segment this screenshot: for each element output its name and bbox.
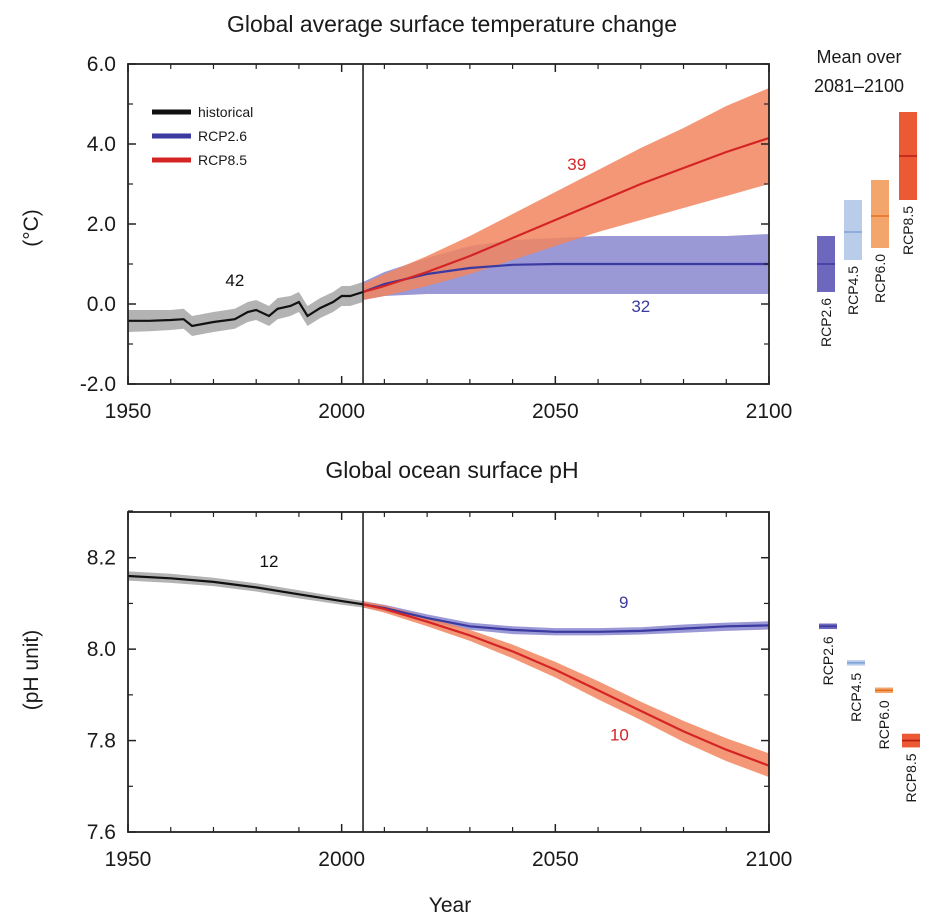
ph-x-tick-label: 2050 bbox=[532, 848, 579, 871]
ph-annotation: 9 bbox=[619, 593, 628, 612]
ph-y-tick-label: 7.8 bbox=[87, 730, 116, 753]
temperature-title: Global average surface temperature chang… bbox=[227, 11, 677, 37]
ph-side-label-rcp85: RCP8.5 bbox=[903, 753, 919, 802]
temperature-side-label-rcp85: RCP8.5 bbox=[900, 206, 916, 255]
ph-line-historical bbox=[127, 574, 364, 606]
temperature-line-historical bbox=[128, 290, 364, 328]
temperature-panel: Global average surface temperature chang… bbox=[20, 11, 917, 423]
ph-line-rcp26 bbox=[362, 603, 770, 633]
ph-band-rcp26 bbox=[363, 601, 769, 636]
temperature-x-tick-label: 2050 bbox=[532, 400, 579, 423]
temperature-line-rcp85 bbox=[362, 136, 770, 294]
temperature-x-tick-label: 1950 bbox=[105, 400, 152, 423]
temperature-y-tick-label: -2.0 bbox=[80, 373, 116, 396]
ph-y-tick-label: 7.6 bbox=[87, 821, 116, 844]
temperature-band-historical bbox=[128, 282, 363, 336]
temperature-x-tick-label: 2100 bbox=[746, 400, 793, 423]
ph-side-label-rcp60: RCP6.0 bbox=[876, 700, 892, 749]
ph-x-tick-label: 2000 bbox=[318, 848, 365, 871]
temperature-y-tick-label: 0.0 bbox=[87, 293, 116, 316]
temperature-band-rcp85 bbox=[363, 88, 769, 300]
temperature-side-label-rcp60: RCP6.0 bbox=[872, 254, 888, 303]
ph-y-tick-label: 8.2 bbox=[87, 547, 116, 570]
temperature-annotation: 42 bbox=[225, 271, 244, 290]
temperature-annotation: 39 bbox=[567, 155, 586, 174]
side-panel-title: Mean over bbox=[816, 47, 901, 67]
ph-x-tick-label: 2100 bbox=[746, 848, 793, 871]
ph-x-label: Year bbox=[429, 894, 471, 917]
temperature-y-tick-label: 4.0 bbox=[87, 133, 116, 156]
temperature-y-tick-label: 6.0 bbox=[87, 53, 116, 76]
temperature-x-tick-label: 2000 bbox=[318, 400, 365, 423]
ph-y-tick-label: 8.0 bbox=[87, 638, 116, 661]
ph-line-rcp85 bbox=[362, 603, 770, 767]
temperature-side-label-rcp26: RCP2.6 bbox=[818, 298, 834, 347]
temperature-side-box-rcp60 bbox=[871, 180, 889, 248]
legend-label-rcp85: RCP8.5 bbox=[198, 152, 247, 168]
ph-band-rcp85 bbox=[363, 601, 769, 778]
side-panel-title: 2081–2100 bbox=[814, 76, 904, 96]
temperature-y-label: (°C) bbox=[20, 209, 43, 247]
ph-title: Global ocean surface pH bbox=[325, 457, 578, 483]
temperature-y-tick-label: 2.0 bbox=[87, 213, 116, 236]
temperature-annotation: 32 bbox=[631, 297, 650, 316]
ph-side-label-rcp26: RCP2.6 bbox=[820, 636, 836, 685]
ph-annotation: 12 bbox=[260, 552, 279, 571]
ph-side-label-rcp45: RCP4.5 bbox=[848, 673, 864, 722]
ph-annotation: 10 bbox=[610, 726, 629, 745]
ph-x-tick-label: 1950 bbox=[105, 848, 152, 871]
temperature-side-box-rcp45 bbox=[844, 200, 862, 260]
ph-y-label: (pH unit) bbox=[20, 630, 43, 711]
legend-label-historical: historical bbox=[198, 104, 253, 120]
temperature-side-label-rcp45: RCP4.5 bbox=[845, 266, 861, 315]
legend-label-rcp26: RCP2.6 bbox=[198, 128, 247, 144]
ph-plot-frame bbox=[127, 511, 770, 833]
ph-panel: Global ocean surface pH (pH unit) Year 1… bbox=[20, 457, 920, 917]
